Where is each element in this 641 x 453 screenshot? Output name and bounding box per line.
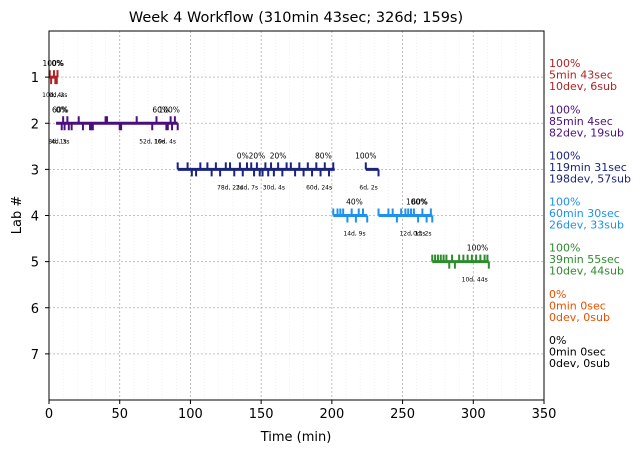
y-axis-label: Lab # — [10, 196, 25, 235]
lab-summary-line: 100% — [549, 149, 580, 162]
score-label: 100% — [43, 59, 64, 68]
lab-summary-line: 60min 30sec — [549, 207, 620, 220]
lab-summary-line: 85min 4sec — [549, 115, 613, 128]
lab-summary-line: 0min 0sec — [549, 345, 606, 358]
x-tick-label: 150 — [249, 407, 274, 422]
score-label: 0% — [237, 151, 249, 160]
lab-track-5: 100% 10d, 44s — [431, 244, 490, 284]
count-label: 8d, 1s — [48, 138, 66, 145]
x-tick-label: 100 — [178, 407, 203, 422]
score-label: 0% — [56, 105, 68, 114]
score-label: 20% — [249, 151, 266, 160]
y-tick-label: 5 — [31, 256, 39, 271]
score-label: 60% — [411, 198, 428, 207]
count-label: 16d, 4s — [154, 138, 176, 145]
x-tick-label: 50 — [111, 407, 128, 422]
count-label: 12d, 13s — [399, 231, 425, 238]
x-tick-label: 300 — [461, 407, 486, 422]
y-tick-label: 4 — [31, 210, 39, 225]
chart-title: Week 4 Workflow (310min 43sec; 326d; 159… — [129, 10, 463, 26]
x-tick-label: 0 — [45, 407, 53, 422]
y-tick-label: 6 — [31, 302, 39, 317]
y-tick-label: 7 — [31, 348, 39, 363]
lab-summary-line: 0% — [549, 288, 566, 301]
count-label: 52d, 10s — [139, 138, 165, 145]
lab-summary-line: 0dev, 0sub — [549, 311, 610, 324]
score-label: 60% — [52, 105, 69, 114]
count-label: 60d, 24s — [306, 184, 332, 191]
lab-summary-line: 0% — [549, 334, 566, 347]
lab-summary-line: 198dev, 57sub — [549, 172, 631, 185]
grid-lines — [49, 31, 544, 400]
count-label: 0d, 2s — [49, 92, 67, 99]
x-axis-label: Time (min) — [260, 430, 332, 445]
axes: 0 50 100 150 200 250 300 350 1 2 3 4 5 6 7 — [31, 71, 557, 422]
y-tick-label: 1 — [31, 71, 39, 86]
count-label: 6d, 2s — [359, 184, 377, 191]
score-label: 20% — [270, 151, 287, 160]
count-label: 0d, 2s — [413, 231, 431, 238]
lab-summary-line: 0min 0sec — [549, 299, 606, 312]
score-label: 60% — [152, 105, 169, 114]
count-label: 24d, 7s — [236, 184, 258, 191]
score-label: 80% — [315, 151, 332, 160]
lab-summary-line: 100% — [549, 196, 580, 209]
score-label: 100% — [406, 198, 427, 207]
lab-summary-line: 100% — [549, 57, 580, 70]
lab-summary-line: 100% — [549, 103, 580, 116]
score-label: 0% — [52, 59, 64, 68]
y-tick-label: 2 — [31, 117, 39, 132]
score-label: 100% — [467, 244, 488, 253]
lab-summary-line: 100% — [549, 242, 580, 255]
score-label: 40% — [346, 198, 363, 207]
y-tick-label: 3 — [31, 163, 39, 178]
count-label: 10d, 4s — [42, 92, 64, 99]
count-label: 30d, 4s — [263, 184, 285, 191]
lab-summary-line: 39min 55sec — [549, 253, 620, 266]
lab-summary-line: 26dev, 33sub — [549, 219, 624, 232]
count-label: 14d, 9s — [343, 231, 365, 238]
lab-summary-line: 119min 31sec — [549, 161, 627, 174]
lab-summary-line: 0dev, 0sub — [549, 357, 610, 370]
score-label: 100% — [158, 105, 179, 114]
x-tick-label: 250 — [390, 407, 415, 422]
lab-summary-line: 5min 43sec — [549, 69, 613, 82]
count-label: 10d, 44s — [462, 277, 488, 284]
lab-summary-line: 82dev, 19sub — [549, 126, 624, 139]
count-label: 4d, 3s — [51, 138, 69, 145]
score-label: 100% — [355, 151, 376, 160]
lab-summary-line: 10dev, 6sub — [549, 80, 617, 93]
x-tick-label: 350 — [532, 407, 557, 422]
count-label: 78d, 23s — [217, 184, 243, 191]
lab-summary-line: 10dev, 44sub — [549, 265, 624, 278]
x-tick-label: 200 — [319, 407, 344, 422]
